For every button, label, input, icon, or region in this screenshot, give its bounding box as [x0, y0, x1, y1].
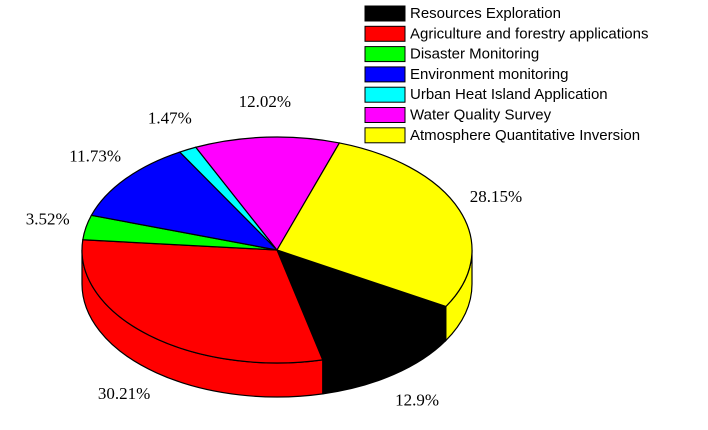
legend-swatch — [364, 107, 406, 123]
pie-slice — [275, 249, 447, 361]
legend-label: Urban Heat Island Application — [410, 86, 608, 103]
pie-slice — [194, 136, 341, 252]
pie-slice — [90, 151, 279, 251]
pie-slice — [276, 142, 473, 308]
legend-swatch — [364, 5, 406, 22]
value-label: 1.47% — [148, 108, 192, 127]
value-label: 12.02% — [239, 92, 291, 111]
legend-swatch — [364, 25, 406, 42]
value-label: 11.73% — [69, 146, 121, 165]
value-label: 12.9% — [395, 391, 439, 410]
legend-label: Resources Exploration — [410, 5, 561, 22]
legend-label: Atmosphere Quantitative Inversion — [410, 127, 640, 144]
value-label: 28.15% — [470, 187, 522, 206]
legend-label: Disaster Monitoring — [410, 46, 539, 63]
legend-swatch — [364, 86, 406, 103]
value-label: 3.52% — [26, 210, 70, 229]
pie-slice — [81, 239, 324, 364]
legend-swatch — [364, 66, 406, 83]
value-label: 30.21% — [98, 384, 150, 403]
legend-label: Environment monitoring — [410, 66, 568, 83]
legend-label: Water Quality Survey — [410, 106, 552, 123]
legend-swatch — [364, 46, 406, 63]
legend-label: Agriculture and forestry applications — [410, 25, 648, 42]
legend-swatch — [364, 127, 406, 144]
